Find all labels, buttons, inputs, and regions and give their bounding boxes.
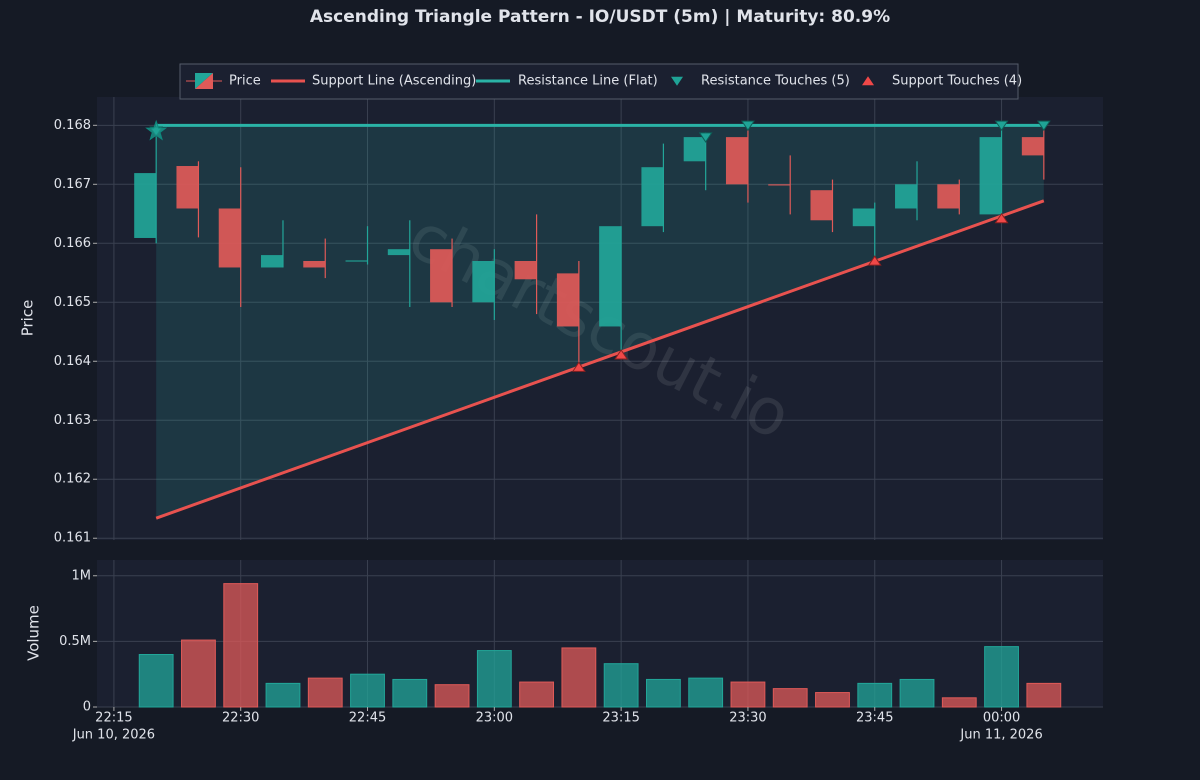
candle-body (514, 260, 537, 280)
volume-bar (941, 697, 977, 708)
candle-body (768, 184, 791, 186)
candle-body (218, 208, 241, 268)
y-tick-label: 0.162 (54, 472, 91, 487)
candle-body (725, 137, 748, 185)
legend-label: Resistance Touches (5) (701, 74, 850, 89)
volume-bar (307, 677, 343, 708)
candle-body (345, 260, 368, 262)
volume-bar (392, 678, 428, 708)
candle-body (937, 184, 960, 209)
volume-bar (138, 654, 174, 708)
x-tick-label: 23:00 (476, 711, 513, 726)
volume-bar (181, 639, 216, 708)
legend-label: Price (229, 74, 261, 89)
candle-body (979, 137, 1002, 215)
support-line (155, 199, 1045, 520)
volume-bar (476, 650, 512, 708)
support-touch (867, 255, 882, 266)
x-tick-label: 23:45 (856, 711, 893, 726)
candle-body (472, 260, 495, 303)
candle-body (1021, 137, 1044, 156)
candle-body (176, 166, 199, 209)
y-tick-label: 0.166 (54, 236, 91, 251)
resistance-touch (698, 132, 713, 143)
volume-bar (645, 678, 681, 708)
volume-bar (1026, 682, 1062, 708)
volume-bar (688, 677, 724, 708)
y-axis-label: Price (19, 300, 37, 337)
volume-bar (519, 681, 555, 708)
resistance-touch (994, 120, 1009, 132)
x-tick-label: 00:00 (983, 711, 1020, 726)
y-tick-label: 0.165 (54, 295, 91, 310)
volume-bar (434, 684, 470, 708)
volume-bar (730, 681, 766, 708)
volume-bar (815, 692, 850, 708)
volume-axis-label: Volume (25, 605, 43, 661)
x-date-label: Jun 10, 2026 (72, 728, 155, 743)
candle-body (810, 190, 833, 221)
volume-bar (984, 646, 1019, 708)
legend-label: Support Touches (4) (892, 74, 1022, 89)
volume-bar (603, 663, 639, 708)
support-touch (994, 212, 1009, 224)
resistance-touch (1036, 120, 1051, 132)
chart-title: Ascending Triangle Pattern - IO/USDT (5m… (310, 7, 890, 27)
volume-bar (561, 647, 597, 708)
marks (134, 119, 1062, 708)
y-tick-label: 1M (72, 568, 92, 583)
y-tick-label: 0.164 (54, 354, 91, 369)
y-tick-label: 0.161 (54, 531, 91, 546)
y-tick-label: 0 (83, 700, 91, 715)
candle-body (387, 249, 410, 256)
resistance-touch (741, 120, 755, 132)
y-tick-label: 0.168 (54, 118, 91, 133)
y-tick-label: 0.163 (54, 413, 91, 428)
candle-body (303, 260, 326, 268)
x-date-label: Jun 11, 2026 (959, 728, 1042, 743)
legend-label: Resistance Line (Flat) (518, 74, 658, 89)
x-tick-label: 22:45 (349, 711, 386, 726)
x-tick-label: 22:30 (222, 711, 259, 726)
x-tick-label: 23:30 (729, 711, 766, 726)
volume-bar (223, 583, 259, 708)
legend-price-icon-down (195, 73, 213, 89)
y-tick-label: 0.167 (54, 177, 91, 192)
volume-bar (857, 682, 893, 708)
legend (179, 63, 1019, 100)
candle-body (683, 137, 706, 162)
y-tick-label: 0.5M (59, 634, 91, 649)
volume-bar (265, 682, 301, 708)
support-touch (614, 349, 629, 360)
x-tick-label: 22:15 (95, 711, 132, 726)
x-tick-label: 23:15 (602, 711, 639, 726)
legend-swatch (671, 76, 683, 86)
support-touch (571, 361, 586, 372)
candle-body (599, 226, 622, 327)
legend-swatch (862, 76, 874, 86)
candle-body (895, 184, 918, 209)
volume-panel (97, 560, 1103, 707)
volume-bar (899, 678, 935, 708)
candle-body (852, 208, 875, 227)
volume-bar (350, 673, 385, 708)
pattern-start (145, 119, 168, 141)
candle-body (430, 249, 453, 303)
candle-body (641, 167, 664, 227)
candle-body (134, 173, 157, 238)
volume-bar (772, 688, 808, 708)
candle-body (261, 255, 283, 268)
candle-body (556, 273, 579, 327)
legend-label: Support Line (Ascending) (312, 74, 476, 89)
